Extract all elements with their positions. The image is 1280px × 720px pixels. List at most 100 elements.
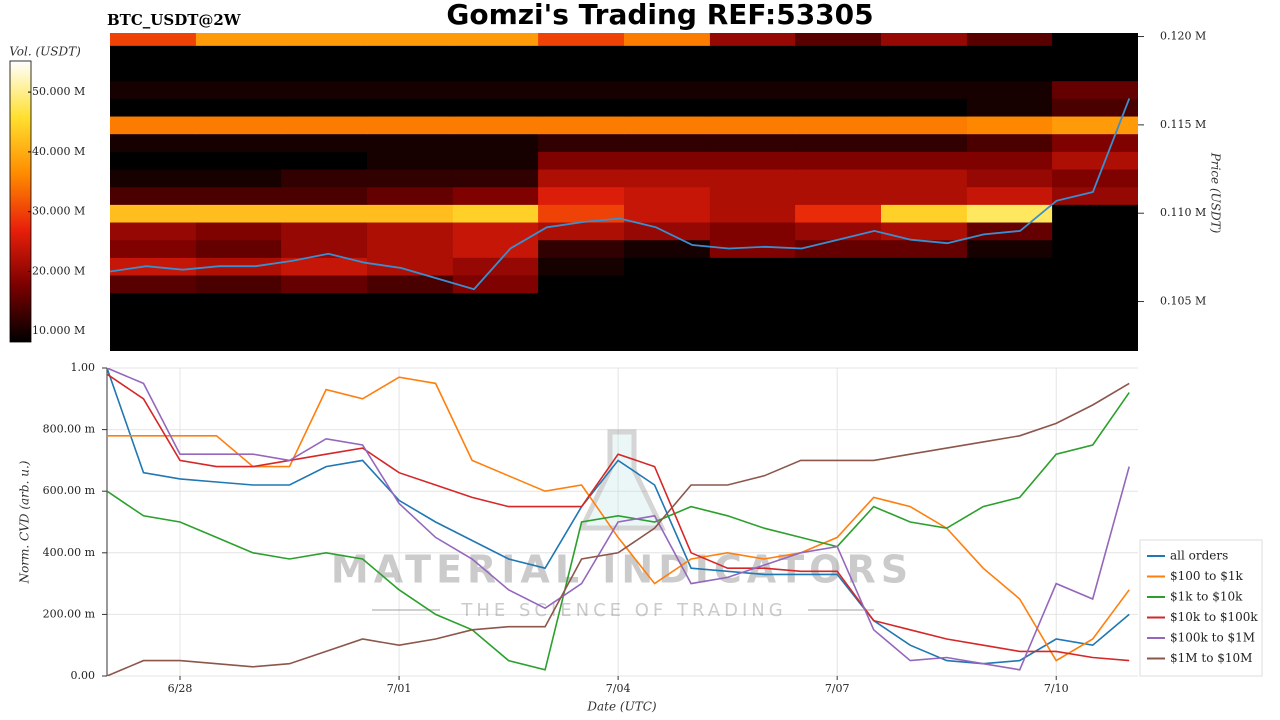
heatmap-cell [881, 80, 968, 99]
lines [107, 368, 1130, 676]
heatmap-cell [881, 98, 968, 117]
legend-label: $1k to $10k [1170, 590, 1243, 604]
heatmap-cell [966, 45, 1053, 64]
heatmap-cell [281, 292, 368, 311]
heatmap-cell [624, 63, 711, 82]
heatmap-cell [110, 116, 197, 135]
heatmap-cell [1052, 275, 1138, 294]
heatmap-cell [195, 169, 282, 188]
heatmap-cell [624, 222, 711, 241]
legend-label: $10k to $100k [1170, 610, 1258, 624]
heatmap-cell [966, 80, 1053, 99]
heatmap-cell [110, 328, 197, 347]
heatmap-cell [281, 204, 368, 223]
heatmap-cell [281, 80, 368, 99]
heatmap-cell [881, 222, 968, 241]
heatmap-cell [624, 328, 711, 347]
heatmap-cell [966, 257, 1053, 276]
heatmap-cell [110, 186, 197, 205]
heatmap-cell [195, 204, 282, 223]
heatmap-cell [624, 133, 711, 152]
heatmap-cell [538, 63, 625, 82]
heatmap-cell [709, 116, 796, 135]
heatmap-cell [367, 186, 454, 205]
series-line [107, 392, 1130, 671]
heatmap-cell [624, 204, 711, 223]
heatmap-cell [452, 310, 539, 329]
series-line [107, 368, 1130, 665]
heatmap-cell [1052, 116, 1138, 135]
heatmap-cell [538, 80, 625, 99]
heatmap-cell [709, 80, 796, 99]
heatmap-cell [1052, 169, 1138, 188]
heatmap-cell [110, 292, 197, 311]
heatmap-cell [1052, 204, 1138, 223]
heatmap-cell [881, 328, 968, 347]
heatmap-cell [795, 204, 882, 223]
heatmap-cell [795, 63, 882, 82]
heatmap-cell [795, 292, 882, 311]
heatmap-cell [195, 98, 282, 117]
heatmap-cell [452, 186, 539, 205]
heatmap-cell [110, 133, 197, 152]
heatmap-cell [966, 204, 1053, 223]
heatmap-cell [538, 275, 625, 294]
heatmap-cell [195, 275, 282, 294]
watermark-title: MATERIAL INDICATORS [331, 548, 913, 592]
heatmap-cell [367, 292, 454, 311]
heatmap-cell [966, 275, 1053, 294]
y-tick-label: 0.00 [71, 669, 96, 682]
heatmap-cell [110, 275, 197, 294]
legend-label: all orders [1170, 549, 1228, 563]
heatmap-cell [1052, 80, 1138, 99]
heatmap-cell [795, 186, 882, 205]
heatmap-cell [452, 33, 539, 46]
heatmap-cell [538, 133, 625, 152]
y-tick-label: 400.00 m [43, 546, 96, 559]
heatmap-cell [1052, 257, 1138, 276]
heatmap-cell [709, 33, 796, 46]
heatmap-cell [966, 151, 1053, 170]
colorbar-tick-label: 10.000 M [32, 324, 85, 337]
heatmap-cell [966, 186, 1053, 205]
heatmap-cell [195, 186, 282, 205]
heatmap-cell [624, 275, 711, 294]
heatmap-cell [795, 169, 882, 188]
heatmap-cell [881, 186, 968, 205]
heatmap-cell [195, 328, 282, 347]
y-axis-label: Norm. CVD (arb. u.) [18, 460, 32, 584]
heatmap-cell [966, 169, 1053, 188]
heatmap-cell [281, 45, 368, 64]
heatmap-cell [281, 63, 368, 82]
heatmap-cell [281, 98, 368, 117]
heatmap-cell [709, 257, 796, 276]
heatmap-cell [452, 45, 539, 64]
heatmap-cell [1052, 328, 1138, 347]
heatmap-cell [281, 116, 368, 135]
heatmap-cell [1052, 45, 1138, 64]
heatmap-cell [538, 98, 625, 117]
heatmap-cell [795, 151, 882, 170]
heatmap-cell [709, 169, 796, 188]
heatmap-cell [966, 63, 1053, 82]
legend-box [1139, 539, 1263, 677]
heatmap-cell [452, 63, 539, 82]
heatmap-cell [367, 204, 454, 223]
series-line [107, 382, 1130, 676]
heatmap-cell [281, 151, 368, 170]
heatmap-cell [538, 33, 625, 46]
heatmap-cell [624, 257, 711, 276]
heatmap-cell [1052, 186, 1138, 205]
heatmap-cell [110, 151, 197, 170]
heatmap-cell [1052, 33, 1138, 46]
heatmap-cell [281, 169, 368, 188]
heatmap-cell [881, 257, 968, 276]
colorbar-tick-label: 30.000 M [32, 205, 85, 218]
heatmap-cell [281, 222, 368, 241]
x-tick-label: 7/01 [387, 682, 412, 695]
heatmap-cell [881, 33, 968, 46]
heatmap-cell [624, 292, 711, 311]
title: Gomzi's Trading REF:53305 [446, 0, 873, 31]
grid [107, 367, 1138, 677]
